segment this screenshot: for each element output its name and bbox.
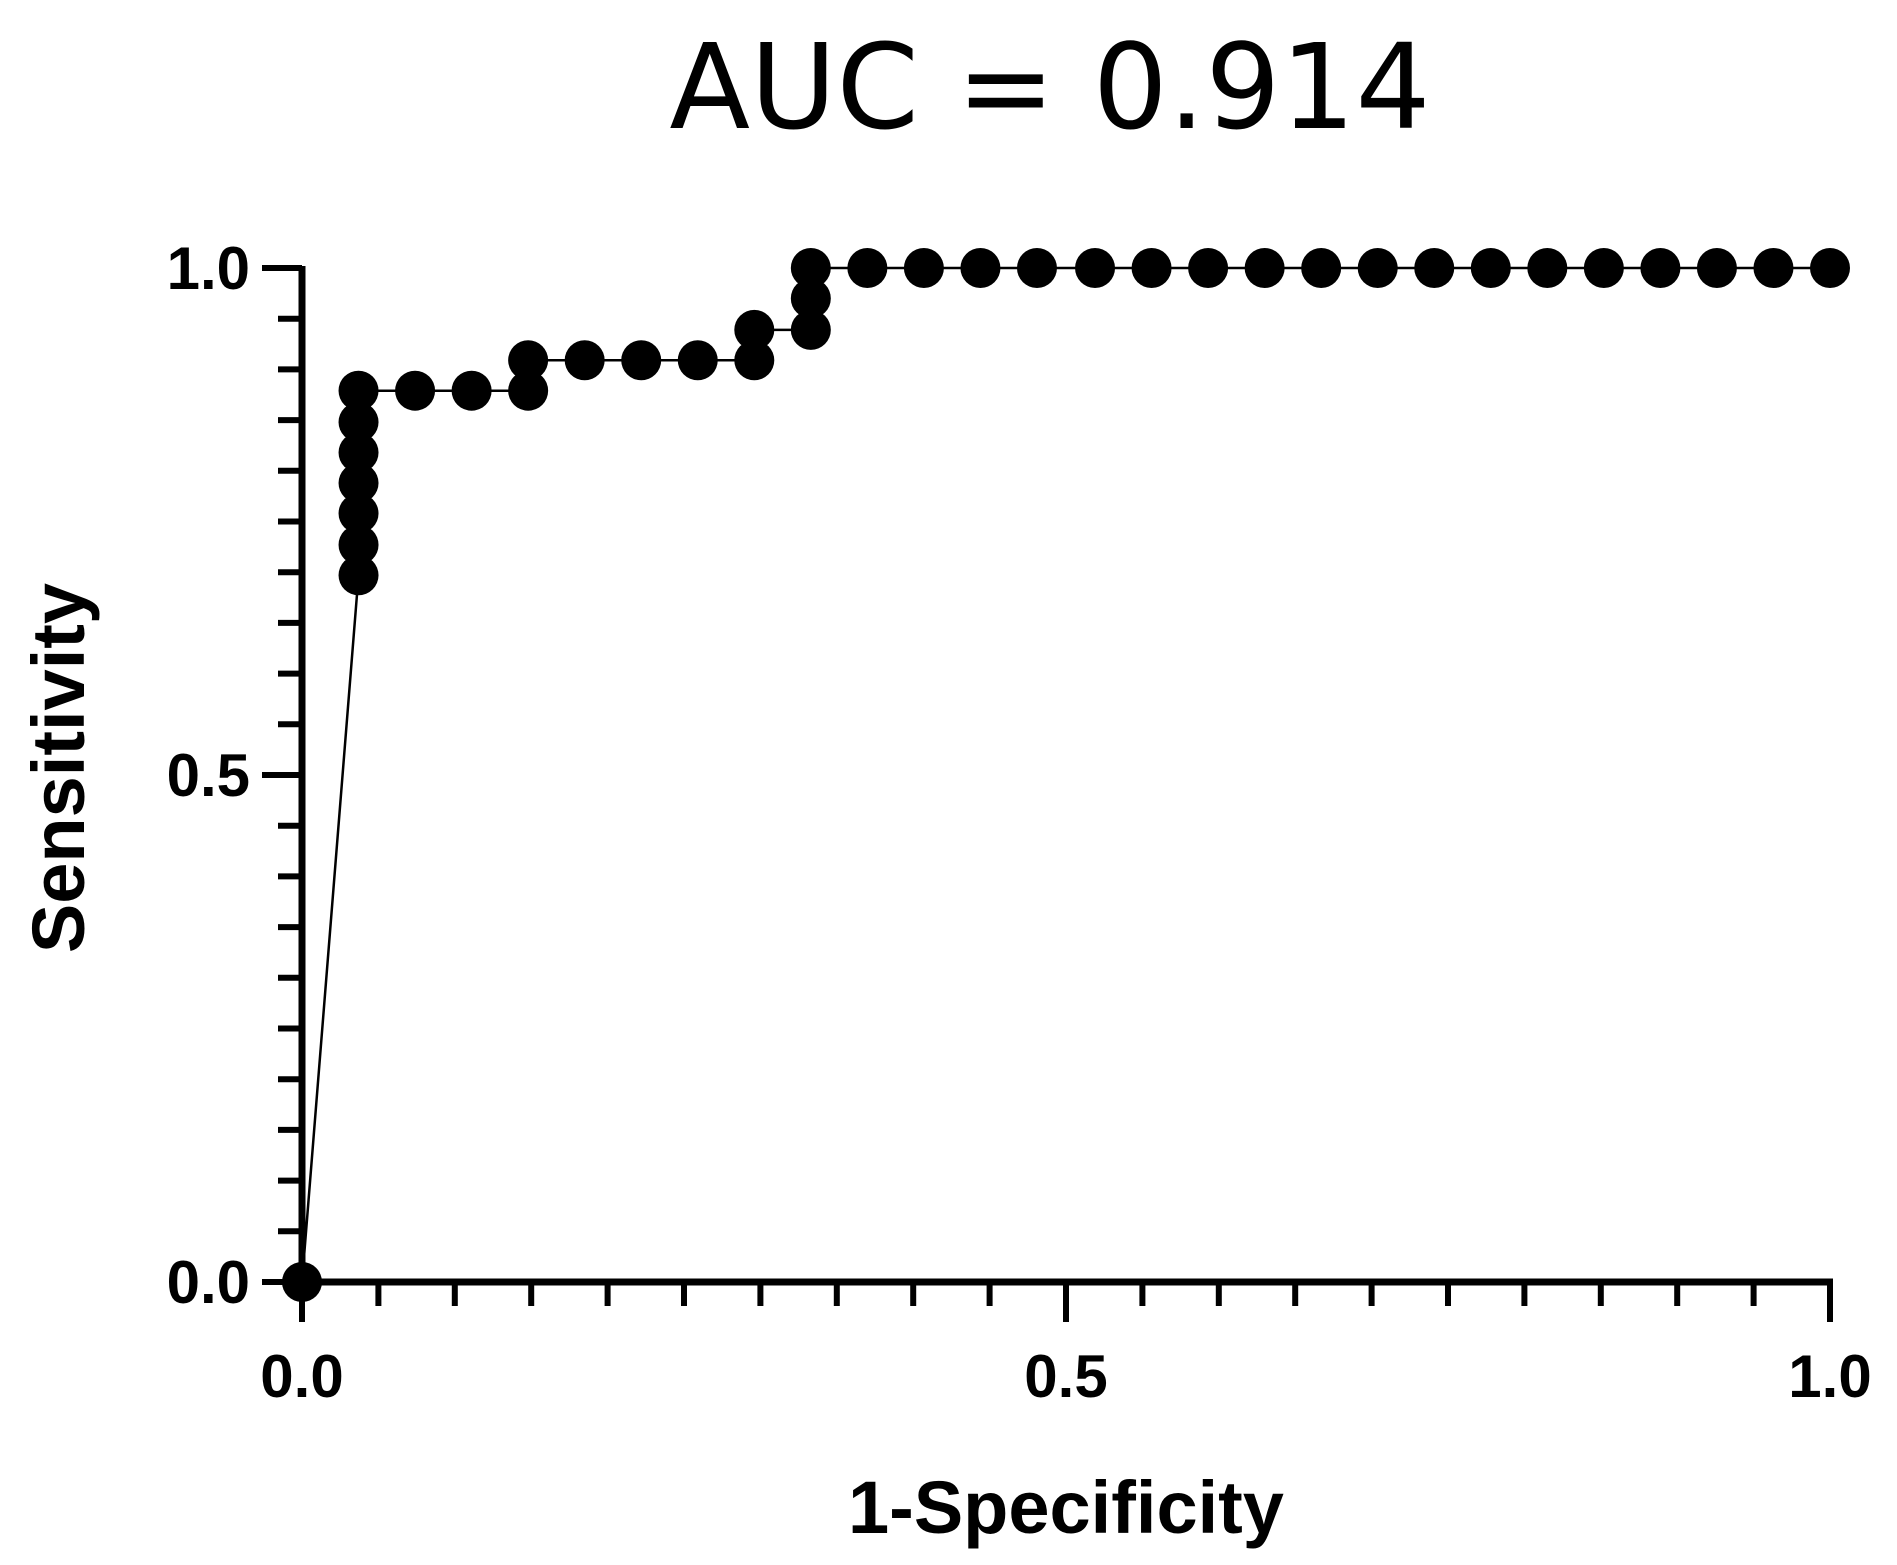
- x-tick-label: 0.5: [1024, 1343, 1107, 1410]
- axis-tick-labels: 0.0 0.5 1.0 0.0 0.5 1.0: [167, 235, 1872, 1410]
- y-tick-label: 0.0: [167, 1249, 250, 1316]
- roc-point: [1527, 248, 1568, 288]
- roc-point: [1810, 248, 1850, 288]
- roc-point: [1583, 248, 1624, 288]
- roc-point: [1753, 248, 1794, 288]
- roc-point: [282, 1262, 322, 1302]
- roc-point: [451, 370, 492, 411]
- y-axis-label: Sensitivity: [17, 583, 100, 953]
- roc-point: [790, 309, 831, 350]
- roc-point: [903, 248, 944, 288]
- roc-point: [1075, 248, 1116, 288]
- roc-point: [1244, 248, 1285, 288]
- axis-ticks: [262, 265, 1833, 1322]
- roc-point: [621, 340, 662, 381]
- roc-point: [677, 340, 718, 381]
- roc-point: [338, 402, 379, 443]
- roc-point: [508, 340, 549, 381]
- roc-point: [1640, 248, 1681, 288]
- roc-point: [338, 432, 379, 473]
- roc-point: [1470, 248, 1511, 288]
- roc-curve-points: [282, 248, 1850, 1302]
- roc-point: [1301, 248, 1342, 288]
- roc-point: [508, 370, 549, 411]
- roc-point: [395, 370, 436, 411]
- roc-point: [960, 248, 1001, 288]
- roc-point: [564, 340, 605, 381]
- x-tick-label: 0.0: [260, 1343, 343, 1410]
- roc-point: [338, 370, 379, 411]
- roc-point: [338, 462, 379, 503]
- roc-point: [790, 278, 831, 319]
- y-tick-label: 0.5: [167, 742, 250, 809]
- roc-point: [790, 248, 831, 288]
- y-tick-label: 1.0: [167, 235, 250, 302]
- roc-point: [1016, 248, 1057, 288]
- roc-point: [847, 248, 888, 288]
- roc-point: [1414, 248, 1455, 288]
- roc-point: [734, 309, 775, 350]
- roc-point: [1696, 248, 1737, 288]
- roc-point: [338, 555, 379, 596]
- roc-point: [338, 493, 379, 534]
- chart-title: AUC = 0.914: [669, 18, 1430, 156]
- roc-point: [1357, 248, 1398, 288]
- roc-point: [1131, 248, 1172, 288]
- roc-point: [734, 340, 775, 381]
- x-axis-label: 1-Specificity: [848, 1466, 1284, 1549]
- roc-point: [338, 524, 379, 565]
- roc-curve-line: [300, 266, 1830, 1283]
- x-tick-label: 1.0: [1788, 1343, 1871, 1410]
- roc-point: [1188, 248, 1229, 288]
